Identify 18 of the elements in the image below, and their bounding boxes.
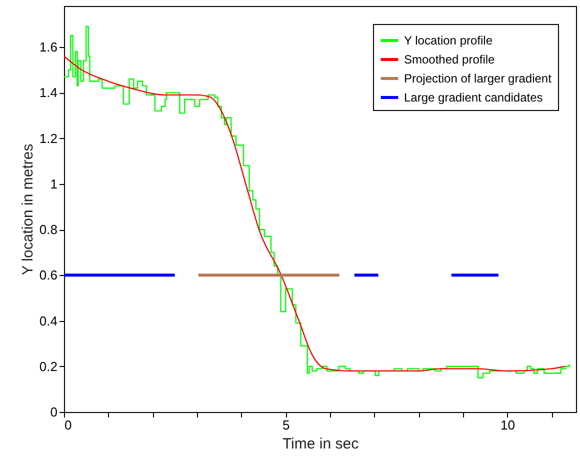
x-tick-label: 5 <box>282 418 290 432</box>
y-tick-label: 1 <box>50 176 58 192</box>
y-tick-label: 0.8 <box>39 222 58 238</box>
y-tick-label: 1.4 <box>39 85 58 100</box>
y-tick-label: 0.6 <box>39 268 58 283</box>
y-tick-label: 0.4 <box>39 313 58 328</box>
x-tick-label: 0 <box>64 418 72 432</box>
y-tick-label: 1.2 <box>39 130 58 146</box>
x-axis-title: Time in sec <box>282 436 360 452</box>
legend-label: Y location profile <box>404 34 493 48</box>
x-tick-label: 10 <box>500 418 516 432</box>
y-tick-label: 0 <box>50 404 58 420</box>
legend-label: Large gradient candidates <box>404 90 543 104</box>
y-axis-title: Y location in metres <box>19 144 36 276</box>
legend-label: Projection of larger gradient <box>404 72 552 86</box>
y-tick-label: 1.6 <box>39 40 58 55</box>
y-tick-label: 0.2 <box>39 358 58 374</box>
legend-label: Smoothed profile <box>404 52 496 66</box>
